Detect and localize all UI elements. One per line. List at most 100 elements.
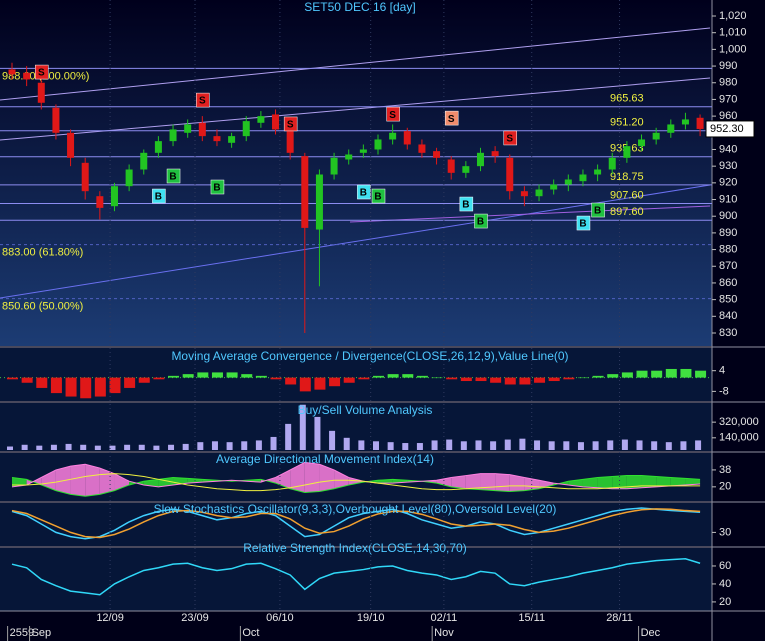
signal-label: S: [199, 96, 206, 107]
y-tick-label: 20: [719, 481, 731, 493]
y-tick-label: -8: [719, 385, 729, 397]
bar: [36, 445, 43, 450]
bar: [373, 441, 379, 450]
di-fill: [641, 475, 657, 488]
bar: [211, 441, 218, 450]
bar: [50, 444, 57, 450]
bar: [109, 445, 116, 450]
y-tick-label: 980: [719, 77, 737, 89]
candle-body: [403, 131, 411, 145]
di-fill: [290, 462, 305, 493]
candle-body: [681, 119, 689, 125]
bar: [621, 439, 628, 450]
di-fill: [495, 473, 510, 492]
level-label: 883.00 (61.80%): [2, 246, 83, 258]
x-tick-label: 15/11: [518, 612, 545, 624]
bar: [680, 441, 687, 450]
bar: [402, 374, 414, 378]
bar: [460, 441, 467, 450]
bar: [197, 372, 209, 378]
candle-body: [242, 121, 250, 137]
bar: [65, 377, 77, 397]
candle-body: [594, 169, 602, 175]
y-tick-label: 910: [719, 193, 737, 205]
signal-box: [444, 110, 459, 126]
candle-body: [37, 82, 45, 103]
x-tick-label: 28/11: [606, 612, 633, 624]
panel-title: SET50 DEC 16 [day]: [304, 0, 415, 14]
bar: [636, 440, 643, 450]
candle-body: [476, 152, 484, 167]
candle-body: [198, 122, 206, 137]
candle-body: [315, 174, 323, 230]
y-tick-label: 30: [719, 526, 731, 538]
series-line: [11, 508, 701, 539]
panel-title: Buy/Sell Volume Analysis: [298, 403, 433, 417]
y-tick-label: 900: [719, 210, 737, 222]
bar: [695, 370, 707, 378]
bar: [680, 368, 692, 378]
candle-body: [23, 72, 31, 80]
signal-label: B: [374, 192, 381, 203]
y-tick-label: 850: [719, 294, 737, 306]
candle-body: [535, 189, 543, 197]
series-line: [11, 507, 701, 540]
candle-body: [125, 169, 133, 187]
bar: [665, 442, 672, 450]
signal-label: B: [169, 172, 176, 183]
candle-body: [447, 159, 455, 173]
panel-title: Slow Stochastics Oscillator(9,3,3),Overb…: [154, 502, 557, 516]
bar: [358, 440, 365, 450]
di-fill: [465, 473, 481, 490]
main-panel: [0, 0, 712, 346]
y-tick-label: 930: [719, 160, 737, 172]
candle-body: [154, 141, 162, 153]
bar: [431, 440, 438, 450]
y-tick-label: 4: [719, 365, 725, 377]
bar: [138, 377, 150, 383]
signal-box: [283, 116, 298, 132]
bar: [270, 377, 282, 380]
candle-body: [418, 144, 426, 153]
x-tick-label: 19/10: [357, 612, 385, 624]
y-tick-label: 40: [719, 578, 731, 590]
candle-body: [52, 107, 60, 133]
bar: [329, 377, 341, 387]
bar: [109, 377, 121, 394]
di-fill: [612, 475, 627, 489]
bar: [226, 442, 233, 450]
di-fill: [670, 477, 686, 486]
bar: [285, 377, 297, 385]
y-tick-label: 960: [719, 110, 737, 122]
bar: [197, 442, 204, 450]
candle-body: [652, 132, 660, 140]
y-tick-label: 940: [719, 143, 737, 155]
bar: [534, 440, 541, 450]
bar: [153, 377, 165, 380]
bar: [314, 416, 321, 450]
di-fill: [451, 475, 466, 489]
candle-body: [638, 139, 646, 147]
candle-body: [67, 132, 75, 158]
signal-box: [210, 179, 225, 195]
signal-box: [459, 196, 474, 212]
signal-label: S: [389, 110, 396, 121]
candle-body: [579, 174, 587, 182]
x-tick-label: 12/09: [96, 612, 124, 624]
bar: [138, 444, 145, 450]
level-label: 951.20: [610, 117, 644, 129]
bar: [153, 445, 160, 450]
month-label: Dec: [641, 627, 661, 639]
candle-body: [184, 124, 192, 133]
panel-title: Moving Average Convergence / Divergence(…: [171, 349, 568, 363]
candle-body: [81, 162, 89, 192]
x-tick-label: 06/10: [266, 612, 294, 624]
bar: [343, 377, 355, 383]
bar: [124, 444, 131, 450]
candle-body: [140, 152, 148, 170]
panel-title: Relative Strength Index(CLOSE,14,30,70): [243, 541, 466, 555]
bar: [490, 377, 502, 383]
